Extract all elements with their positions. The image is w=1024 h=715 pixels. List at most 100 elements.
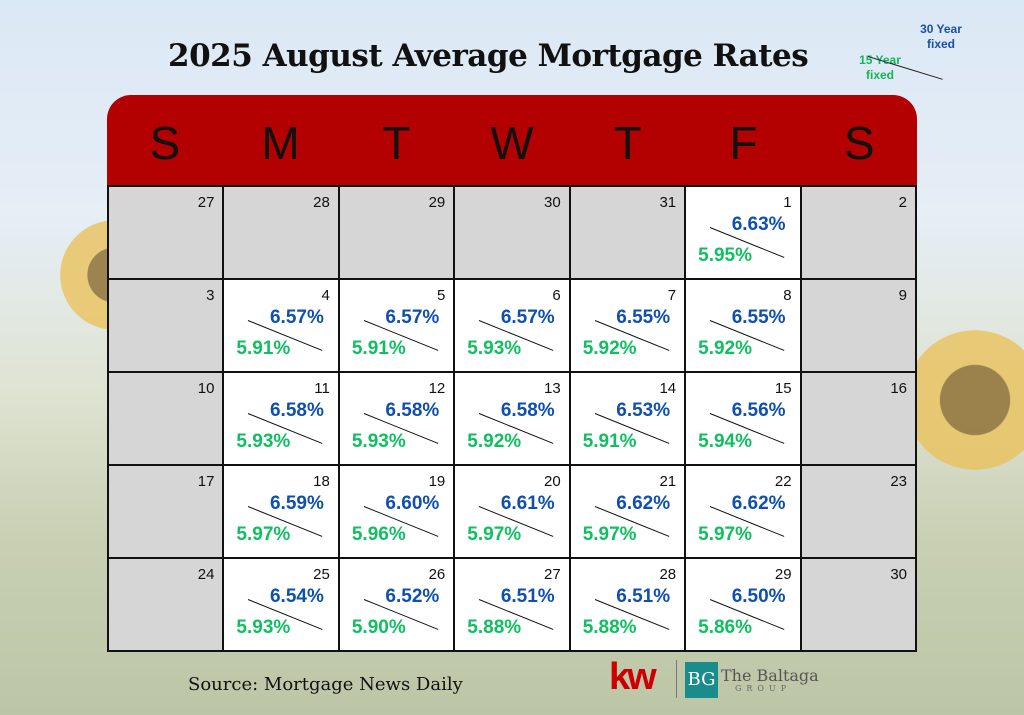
rate-15-year: 5.94% xyxy=(698,431,753,452)
rate-30-year: 6.57% xyxy=(269,307,324,328)
baltaga-logo-name: The Baltaga xyxy=(721,666,819,685)
rate-15-year: 5.97% xyxy=(698,524,753,545)
rate-30-year: 6.51% xyxy=(500,586,555,607)
rate-15-year: 5.93% xyxy=(236,431,291,452)
legend-30-year: 30 Year fixed xyxy=(920,22,962,51)
day-number: 29 xyxy=(774,566,792,583)
rate-15-year: 5.96% xyxy=(351,524,406,545)
day-number: 29 xyxy=(428,194,446,211)
rate-30-year: 6.57% xyxy=(385,307,440,328)
day-number: 27 xyxy=(544,566,561,583)
rate-30-year: 6.53% xyxy=(616,400,671,421)
day-number: 25 xyxy=(313,566,330,583)
day-number: 3 xyxy=(206,287,215,304)
day-number: 10 xyxy=(197,380,215,397)
calendar-day-cell: 30 xyxy=(801,559,917,652)
day-number: 6 xyxy=(552,287,561,304)
day-number: 7 xyxy=(667,287,677,304)
rate-15-year: 5.90% xyxy=(351,617,406,638)
rate-30-year: 6.56% xyxy=(731,400,786,421)
day-number: 5 xyxy=(436,287,446,304)
calendar-day-cell: 7 6.55% 5.92% xyxy=(570,280,687,373)
calendar-day-cell: 6 6.57% 5.93% xyxy=(455,280,571,373)
rate-30-year: 6.52% xyxy=(385,586,440,607)
day-number: 21 xyxy=(659,473,677,490)
day-number: 28 xyxy=(659,566,677,583)
day-number: 30 xyxy=(544,194,561,211)
rate-30-year: 6.51% xyxy=(616,586,671,607)
calendar-day-cell: 28 xyxy=(224,187,340,280)
weekday-label: S xyxy=(149,117,181,169)
day-number: 12 xyxy=(428,380,446,397)
rate-30-year: 6.63% xyxy=(731,214,786,235)
rate-15-year: 5.91% xyxy=(236,338,291,359)
rate-15-year: 5.93% xyxy=(467,338,522,359)
day-number: 26 xyxy=(428,566,446,583)
rate-15-year: 5.92% xyxy=(582,338,637,359)
day-number: 19 xyxy=(428,473,446,490)
calendar-day-cell: 26 6.52% 5.90% xyxy=(339,559,456,652)
calendar-day-cell: 16 xyxy=(801,373,917,466)
rate-30-year: 6.54% xyxy=(269,586,324,607)
day-number: 28 xyxy=(313,194,330,211)
rate-30-year: 6.62% xyxy=(616,493,671,514)
rate-30-year: 6.59% xyxy=(269,493,324,514)
rate-30-year: 6.61% xyxy=(500,493,555,514)
rate-15-year: 5.97% xyxy=(236,524,291,545)
rate-30-year: 6.58% xyxy=(385,400,440,421)
rate-15-year: 5.91% xyxy=(351,338,406,359)
rate-15-year: 5.92% xyxy=(467,431,522,452)
day-number: 14 xyxy=(659,380,677,397)
rate-30-year: 6.58% xyxy=(500,400,555,421)
day-number: 18 xyxy=(313,473,330,490)
day-number: 27 xyxy=(197,194,215,211)
rate-15-year: 5.93% xyxy=(236,617,291,638)
calendar-day-cell: 23 xyxy=(801,466,917,559)
weekday-label: W xyxy=(490,117,534,169)
calendar-day-cell: 5 6.57% 5.91% xyxy=(339,280,456,373)
legend-15-year: 15 Year fixed xyxy=(859,53,901,82)
calendar-day-cell: 13 6.58% 5.92% xyxy=(455,373,571,466)
rate-30-year: 6.58% xyxy=(269,400,324,421)
calendar-grid: 27 28 29 30 31 1 6.63% 5.95% 2 3 4 6.57% 5.91% 5 6.57%… xyxy=(107,185,917,652)
calendar-day-cell: 30 xyxy=(455,187,571,280)
day-number: 30 xyxy=(890,566,907,583)
rate-30-year: 6.57% xyxy=(500,307,555,328)
kw-logo: kw xyxy=(609,656,657,698)
calendar-day-cell: 27 6.51% 5.88% xyxy=(455,559,571,652)
day-number: 4 xyxy=(321,287,330,304)
calendar-day-cell: 1 6.63% 5.95% xyxy=(686,187,802,280)
calendar-day-cell: 27 xyxy=(109,187,225,280)
weekday-label: T xyxy=(613,117,642,169)
day-number: 11 xyxy=(314,380,330,397)
calendar-day-cell: 3 xyxy=(109,280,225,373)
rate-15-year: 5.95% xyxy=(698,245,753,266)
calendar-day-cell: 28 6.51% 5.88% xyxy=(570,559,687,652)
weekday-label: F xyxy=(729,117,758,169)
calendar-day-cell: 14 6.53% 5.91% xyxy=(570,373,687,466)
weekday-label: S xyxy=(843,117,875,169)
calendar-day-cell: 24 xyxy=(109,559,225,652)
day-number: 31 xyxy=(659,194,677,211)
day-number: 23 xyxy=(890,473,907,490)
calendar-day-cell: 15 6.56% 5.94% xyxy=(686,373,802,466)
calendar-day-cell: 31 xyxy=(570,187,687,280)
rate-15-year: 5.88% xyxy=(467,617,522,638)
weekday-label: M xyxy=(261,117,300,169)
rate-30-year: 6.60% xyxy=(385,493,440,514)
calendar-day-cell: 10 xyxy=(109,373,225,466)
day-number: 22 xyxy=(774,473,792,490)
rate-30-year: 6.55% xyxy=(616,307,671,328)
calendar-day-cell: 8 6.55% 5.92% xyxy=(686,280,802,373)
calendar-day-cell: 2 xyxy=(801,187,917,280)
rate-30-year: 6.62% xyxy=(731,493,786,514)
rate-15-year: 5.97% xyxy=(582,524,637,545)
calendar-day-cell: 29 xyxy=(339,187,456,280)
day-number: 16 xyxy=(890,380,907,397)
day-number: 8 xyxy=(783,287,792,304)
calendar-day-cell: 9 xyxy=(801,280,917,373)
calendar-day-cell: 19 6.60% 5.96% xyxy=(339,466,456,559)
day-number: 13 xyxy=(544,380,561,397)
rate-30-year: 6.50% xyxy=(731,586,786,607)
